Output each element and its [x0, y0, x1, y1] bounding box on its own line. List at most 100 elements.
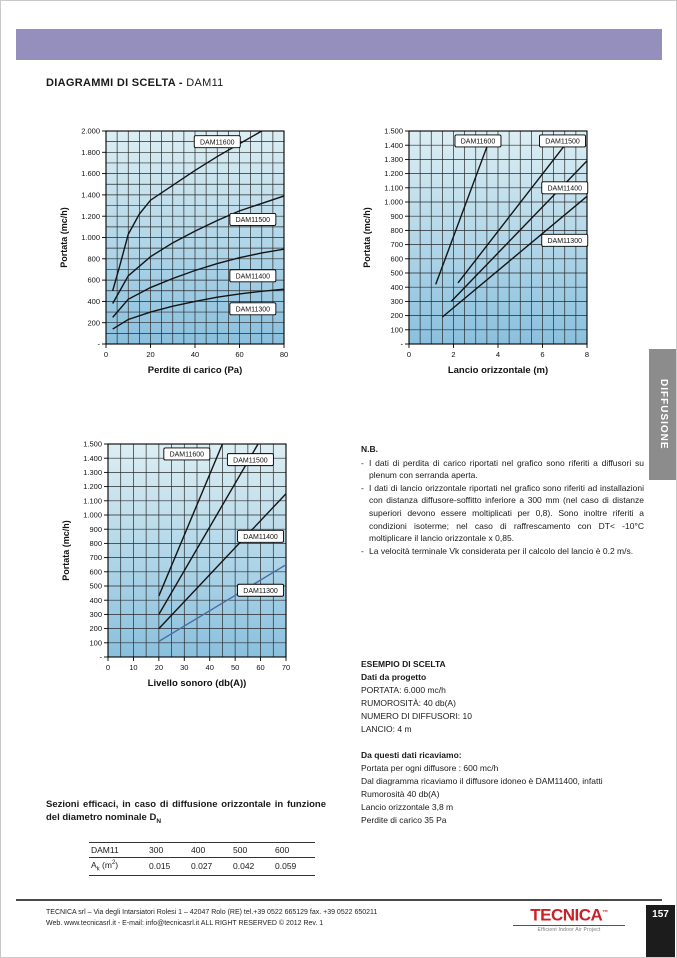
esempio-subtitle: Dati da progetto	[361, 672, 427, 682]
nb-item-marker: -	[361, 482, 364, 493]
y-tick-label: -	[98, 340, 101, 349]
series-label-DAM11300: DAM11300	[541, 233, 589, 247]
esempio-title: ESEMPIO DI SCELTA	[361, 659, 446, 669]
esempio-line: Lancio orizzontale 3,8 m	[361, 802, 454, 812]
logo-tagline: Efficient Indoor Air Project	[513, 924, 625, 933]
side-tab-diffusione: DIFFUSIONE	[649, 349, 676, 480]
y-tick-label: -	[401, 340, 404, 349]
series-label-DAM11500: DAM11500	[229, 212, 277, 226]
x-tick-label: 60	[256, 663, 264, 672]
y-tick-label: 1.300	[384, 155, 403, 164]
series-line-DAM11500	[112, 195, 284, 304]
series-label-DAM11300: DAM11300	[237, 583, 285, 597]
table-cell: DAM11	[91, 845, 119, 855]
y-tick-label: 1.200	[384, 169, 403, 178]
chart-sound-level: -1002003004005006007008009001.0001.1001.…	[61, 440, 290, 689]
y-tick-label: 200	[390, 311, 403, 320]
svg-text:DAM11600: DAM11600	[200, 139, 235, 146]
y-tick-label: 1.000	[384, 198, 403, 207]
y-tick-label: 300	[390, 297, 403, 306]
y-tick-label: 900	[89, 525, 102, 534]
nb-item: - La velocità terminale Vk considerata p…	[361, 545, 644, 558]
table-row: Ak (m2) 0.015 0.027 0.042 0.059	[89, 858, 315, 876]
y-tick-label: 100	[390, 325, 403, 334]
nb-item-text: La velocità terminale Vk considerata per…	[369, 545, 634, 556]
y-tick-label: 1.400	[81, 191, 100, 200]
y-tick-label: 100	[89, 638, 102, 647]
nb-item-marker: -	[361, 545, 364, 556]
y-tick-label: 1.800	[81, 148, 100, 157]
sezioni-table: DAM11 300 400 500 600 Ak (m2) 0.015 0.02…	[89, 842, 315, 876]
table-cell: 0.042	[233, 861, 255, 872]
side-tab-label: DIFFUSIONE	[658, 379, 669, 450]
y-tick-label: 1.200	[81, 212, 100, 221]
table-cell: 500	[233, 845, 248, 855]
series-line-DAM11600	[435, 140, 490, 285]
svg-text:DAM11400: DAM11400	[547, 186, 582, 193]
logo-wordmark: TECNICA™	[513, 905, 625, 924]
x-tick-label: 0	[407, 350, 411, 359]
svg-text:DAM11400: DAM11400	[243, 534, 278, 541]
series-label-DAM11600: DAM11600	[454, 134, 502, 148]
y-tick-label: 1.100	[83, 496, 102, 505]
x-tick-label: 0	[104, 350, 108, 359]
svg-text:DAM11300: DAM11300	[236, 307, 271, 314]
esempio-line: Portata per ogni diffusore : 600 mc/h	[361, 763, 499, 773]
series-label-DAM11400: DAM11400	[237, 529, 285, 543]
y-tick-label: 1.400	[384, 141, 403, 150]
x-tick-label: 60	[235, 350, 243, 359]
ak-subscript: k	[96, 866, 100, 873]
esempio-line: PORTATA: 6.000 mc/h	[361, 685, 446, 695]
x-tick-label: 40	[191, 350, 199, 359]
y-tick-label: 200	[87, 318, 100, 327]
table-cell: 400	[191, 845, 206, 855]
series-label-DAM11500: DAM11500	[539, 134, 586, 148]
series-label-DAM11600: DAM11600	[163, 447, 211, 461]
y-tick-label: 1.000	[81, 233, 100, 242]
series-label-DAM11400: DAM11400	[229, 269, 277, 283]
esempio-line: RUMOROSITÀ: 40 db(A)	[361, 698, 456, 708]
y-tick-label: 500	[89, 582, 102, 591]
series-label-DAM11400: DAM11400	[541, 181, 589, 195]
nb-item: - I dati di lancio orizzontale riportati…	[361, 482, 644, 545]
y-tick-label: 1.300	[83, 468, 102, 477]
logo-trademark: ™	[602, 910, 608, 916]
y-tick-label: 800	[89, 539, 102, 548]
y-tick-label: 1.200	[83, 482, 102, 491]
tecnica-logo: TECNICA™ Efficient Indoor Air Project	[513, 905, 625, 933]
page-number: 157	[652, 909, 669, 920]
ak-unit: (m	[99, 860, 112, 870]
y-tick-label: 1.500	[83, 440, 102, 449]
esempio-derive-title: Da questi dati ricaviamo:	[361, 750, 462, 760]
chart-pressure-drop: -2004006008001.0001.2001.4001.6001.8002.…	[59, 127, 288, 376]
esempio-line: LANCIO: 4 m	[361, 724, 412, 734]
y-tick-label: 1.000	[83, 511, 102, 520]
svg-text:DAM11600: DAM11600	[170, 452, 205, 459]
sezioni-heading-text: Sezioni efficaci, in caso di diffusione …	[46, 799, 326, 823]
chart-horizontal-throw: - 100 200 300 400 500 600 700 800 900 1.000 1.100 1.…	[362, 127, 589, 376]
esempio-line: Perdite di carico 35 Pa	[361, 815, 447, 825]
x-tick-label: 50	[231, 663, 239, 672]
y-tick-label: 1.600	[81, 169, 100, 178]
table-cell: Ak (m2)	[89, 858, 147, 876]
x-tick-label: 2	[451, 350, 455, 359]
y-tick-label: 700	[390, 240, 403, 249]
series-label-DAM11600: DAM11600	[193, 135, 241, 149]
series-label-DAM11300: DAM11300	[229, 302, 277, 316]
footer-divider	[16, 899, 662, 901]
esempio-line: Dal diagramma ricaviamo il diffusore ido…	[361, 776, 603, 786]
x-tick-label: 30	[180, 663, 188, 672]
nb-item-text: I dati di lancio orizzontale riportati n…	[369, 482, 644, 544]
y-tick-label: 900	[390, 212, 403, 221]
svg-text:DAM11600: DAM11600	[461, 139, 496, 146]
y-tick-label: 800	[87, 254, 100, 263]
y-axis-title: Portata (mc/h)	[362, 207, 372, 268]
y-tick-label: 400	[87, 297, 100, 306]
table-row: DAM11 300 400 500 600	[89, 843, 315, 858]
table-cell: 600	[275, 845, 290, 855]
x-axis-title: Lancio orizzontale (m)	[448, 365, 548, 376]
esempio-line: Rumorosità 40 db(A)	[361, 789, 440, 799]
series-line-DAM11300	[112, 288, 284, 330]
sezioni-heading-subscript: N	[156, 817, 162, 825]
series-line-DAM11400	[112, 248, 284, 318]
